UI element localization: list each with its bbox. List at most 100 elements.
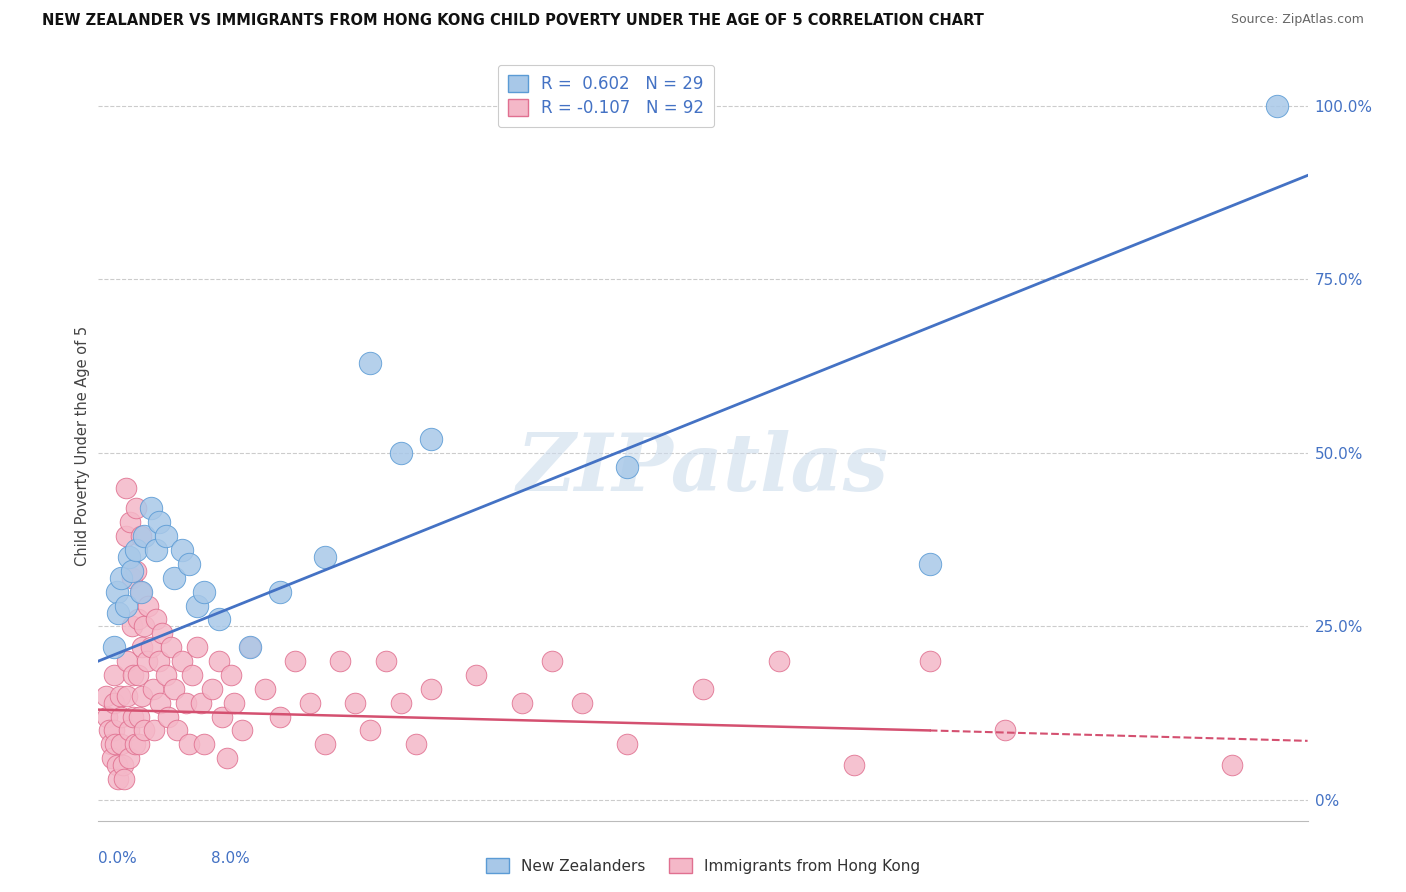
- Point: [128, 737, 150, 751]
- Point: [170, 654, 193, 668]
- Point: [360, 356, 382, 370]
- Point: [193, 584, 215, 599]
- Point: [125, 543, 148, 558]
- Point: [179, 737, 201, 751]
- Point: [129, 584, 152, 599]
- Point: [150, 626, 173, 640]
- Point: [405, 737, 427, 751]
- Point: [314, 737, 336, 751]
- Point: [129, 529, 152, 543]
- Point: [120, 516, 142, 530]
- Point: [149, 696, 172, 710]
- Point: [174, 696, 197, 710]
- Y-axis label: Child Poverty Under the Age of 5: Child Poverty Under the Age of 5: [75, 326, 90, 566]
- Point: [103, 723, 125, 738]
- Point: [389, 696, 412, 710]
- Point: [94, 689, 117, 703]
- Point: [420, 432, 443, 446]
- Point: [111, 758, 134, 772]
- Legend: R =  0.602   N = 29, R = -0.107   N = 92: R = 0.602 N = 29, R = -0.107 N = 92: [498, 65, 714, 127]
- Point: [103, 640, 125, 655]
- Text: 0.0%: 0.0%: [98, 851, 138, 865]
- Point: [510, 696, 533, 710]
- Point: [131, 689, 153, 703]
- Point: [132, 619, 155, 633]
- Point: [374, 654, 396, 668]
- Point: [118, 723, 141, 738]
- Point: [239, 640, 262, 655]
- Point: [994, 723, 1017, 738]
- Point: [118, 549, 141, 564]
- Point: [166, 723, 188, 738]
- Point: [269, 584, 291, 599]
- Text: NEW ZEALANDER VS IMMIGRANTS FROM HONG KONG CHILD POVERTY UNDER THE AGE OF 5 CORR: NEW ZEALANDER VS IMMIGRANTS FROM HONG KO…: [42, 13, 984, 29]
- Point: [145, 543, 167, 558]
- Point: [114, 529, 136, 543]
- Point: [918, 654, 941, 668]
- Point: [186, 599, 208, 613]
- Point: [110, 571, 132, 585]
- Point: [389, 446, 412, 460]
- Point: [344, 696, 367, 710]
- Point: [132, 723, 155, 738]
- Point: [211, 709, 233, 723]
- Point: [122, 668, 145, 682]
- Text: Source: ZipAtlas.com: Source: ZipAtlas.com: [1230, 13, 1364, 27]
- Point: [299, 696, 322, 710]
- Point: [115, 654, 138, 668]
- Point: [224, 696, 246, 710]
- Point: [420, 681, 443, 696]
- Point: [100, 737, 122, 751]
- Point: [163, 681, 186, 696]
- Point: [239, 640, 262, 655]
- Point: [128, 709, 150, 723]
- Point: [121, 619, 143, 633]
- Point: [110, 737, 132, 751]
- Point: [115, 689, 138, 703]
- Point: [186, 640, 208, 655]
- Point: [114, 481, 136, 495]
- Point: [918, 557, 941, 571]
- Point: [105, 584, 128, 599]
- Point: [329, 654, 352, 668]
- Point: [163, 571, 186, 585]
- Point: [768, 654, 790, 668]
- Point: [107, 606, 129, 620]
- Point: [132, 529, 155, 543]
- Point: [284, 654, 307, 668]
- Point: [118, 751, 141, 765]
- Point: [143, 723, 166, 738]
- Point: [1267, 99, 1289, 113]
- Point: [170, 543, 193, 558]
- Point: [105, 758, 128, 772]
- Point: [193, 737, 215, 751]
- Point: [201, 681, 224, 696]
- Point: [131, 640, 153, 655]
- Point: [122, 709, 145, 723]
- Point: [112, 772, 135, 786]
- Point: [108, 689, 131, 703]
- Point: [360, 723, 382, 738]
- Point: [96, 709, 118, 723]
- Point: [692, 681, 714, 696]
- Point: [127, 668, 149, 682]
- Legend: New Zealanders, Immigrants from Hong Kong: New Zealanders, Immigrants from Hong Kon…: [479, 852, 927, 880]
- Point: [103, 696, 125, 710]
- Point: [107, 772, 129, 786]
- Point: [142, 681, 165, 696]
- Point: [129, 584, 152, 599]
- Point: [125, 564, 148, 578]
- Point: [208, 654, 231, 668]
- Point: [104, 737, 127, 751]
- Point: [101, 751, 124, 765]
- Point: [148, 516, 170, 530]
- Point: [465, 668, 488, 682]
- Point: [125, 501, 148, 516]
- Point: [145, 612, 167, 626]
- Point: [190, 696, 212, 710]
- Point: [221, 668, 243, 682]
- Point: [135, 654, 157, 668]
- Point: [616, 737, 638, 751]
- Point: [844, 758, 866, 772]
- Point: [179, 557, 201, 571]
